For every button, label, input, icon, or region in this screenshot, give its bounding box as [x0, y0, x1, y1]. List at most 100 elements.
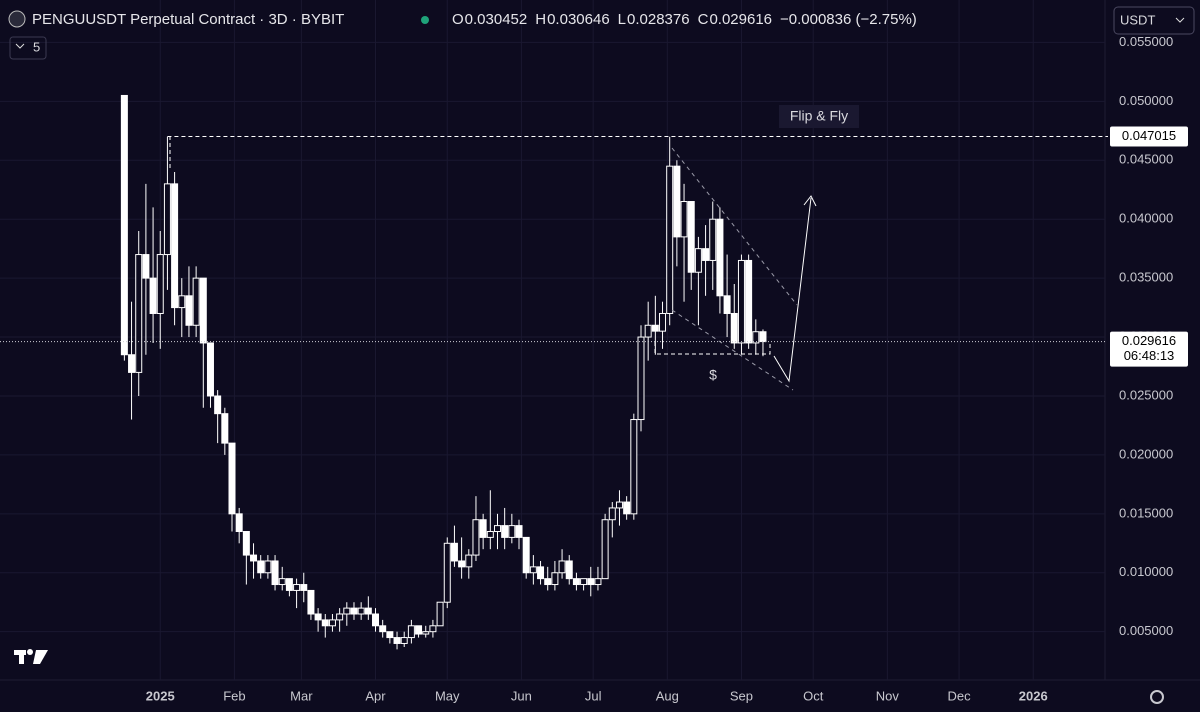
ohlc-value: 0.028376: [627, 11, 690, 28]
candle-body: [142, 254, 150, 279]
candle-body: [637, 336, 645, 421]
ohlc-label: O: [452, 11, 464, 28]
indicator-count: 5: [33, 39, 40, 54]
y-tick-label: 0.025000: [1119, 387, 1173, 402]
candle-body: [572, 578, 580, 586]
candle-body: [501, 525, 509, 538]
status-dot: [421, 16, 429, 24]
change: −0.000836 (−2.75%): [780, 11, 917, 28]
candle-body: [364, 607, 372, 615]
candle-body: [694, 248, 702, 273]
candle-body: [486, 531, 494, 538]
drawing-range: [654, 342, 771, 355]
countdown: 06:48:13: [1124, 348, 1175, 363]
indicator-button[interactable]: [9, 36, 47, 60]
candle-body: [687, 201, 695, 273]
candle-body: [257, 560, 265, 574]
candle-body: [529, 566, 537, 574]
candle-body: [171, 183, 179, 309]
candle-body: [156, 254, 164, 314]
y-tick-label: 0.035000: [1119, 270, 1173, 285]
candle-body: [250, 554, 258, 562]
candle-body: [450, 542, 458, 562]
level-label: 0.047015: [1122, 128, 1176, 143]
y-tick-label: 0.010000: [1119, 564, 1173, 579]
candle-body: [587, 578, 595, 586]
candle-body: [328, 619, 336, 627]
candle-body: [149, 277, 157, 314]
candle-body: [608, 507, 616, 521]
currency-select[interactable]: [1113, 6, 1195, 35]
drawings: [169, 136, 817, 391]
y-tick-label: 0.020000: [1119, 446, 1173, 461]
candle-body: [601, 519, 609, 580]
candle-body: [659, 312, 667, 332]
channel-line: [671, 147, 798, 306]
candle-body: [300, 584, 308, 591]
candle-body: [206, 342, 214, 397]
candle-body: [120, 94, 128, 356]
candle-body: [343, 607, 351, 615]
x-tick-label: Nov: [876, 688, 900, 703]
y-tick-label: 0.045000: [1119, 152, 1173, 167]
settings[interactable]: [1150, 690, 1164, 704]
candle-body: [716, 218, 724, 297]
price-label: 0.029616: [1122, 333, 1176, 348]
x-tick-label: Oct: [803, 688, 824, 703]
candle-body: [745, 259, 753, 344]
candle-body: [128, 354, 136, 373]
x-tick-label: Mar: [290, 688, 313, 703]
candle-body: [508, 525, 516, 538]
x-tick-label: Aug: [656, 688, 679, 703]
x-tick-label: May: [435, 688, 460, 703]
x-tick-label: 2025: [146, 688, 175, 703]
ohlc-value: 0.029616: [709, 11, 772, 28]
candle-body: [379, 625, 387, 633]
candle-body: [522, 536, 530, 574]
candle-body: [264, 560, 272, 574]
candle-body: [594, 578, 602, 586]
ohlc-label: H: [535, 11, 546, 28]
candle-body: [680, 201, 688, 238]
candle-body: [422, 631, 430, 635]
symbol-icon[interactable]: [8, 10, 26, 28]
candle-body: [429, 625, 437, 633]
chevron: [15, 43, 25, 49]
y-tick-label: 0.040000: [1119, 211, 1173, 226]
ohlc: O 0.030452 H 0.030646 L 0.028376 C 0.029616: [452, 11, 772, 28]
candle-body: [314, 613, 322, 621]
candle-body: [393, 637, 401, 644]
candle-body: [630, 419, 638, 515]
candle-body: [386, 631, 394, 639]
x-tick-label: 2026: [1019, 688, 1048, 703]
candle-body: [651, 324, 659, 332]
currency[interactable]: USDT: [1120, 12, 1155, 27]
candle-body: [163, 183, 171, 256]
chevron: [1175, 17, 1185, 23]
candle-body: [235, 513, 243, 533]
candle-body: [350, 607, 358, 615]
x-tick-label: Jun: [511, 688, 532, 703]
level-badge: [1110, 126, 1188, 147]
price-badge: [1110, 331, 1188, 367]
candle-body: [407, 625, 415, 639]
candle-body: [623, 501, 631, 515]
candle-body: [271, 560, 279, 586]
arrow-head: [803, 195, 817, 207]
candle-body: [336, 613, 344, 621]
candle-body: [443, 542, 451, 603]
ohlc-value: 0.030452: [465, 11, 528, 28]
candle-body: [644, 324, 652, 338]
candles: [120, 94, 767, 650]
candle-body: [221, 413, 229, 444]
candle-body: [666, 165, 674, 314]
candle-body: [709, 218, 717, 261]
candle-body: [551, 572, 559, 586]
candle-body: [293, 584, 301, 591]
x-tick-label: Feb: [223, 688, 245, 703]
candle-body: [730, 312, 738, 344]
y-tick-label: 0.005000: [1119, 623, 1173, 638]
chart-title: PENGUUSDT Perpetual Contract · 3D · BYBI…: [32, 11, 344, 28]
